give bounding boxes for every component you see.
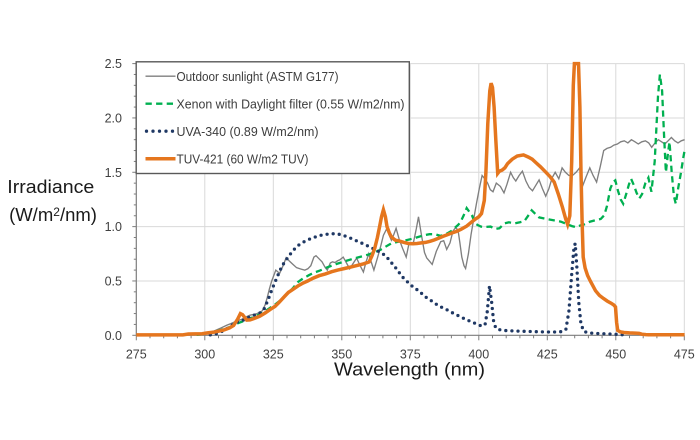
svg-text:375: 375 [400,347,421,361]
svg-text:400: 400 [468,347,489,361]
svg-text:300: 300 [194,347,215,361]
svg-text:450: 450 [605,347,626,361]
svg-text:1.5: 1.5 [105,166,122,180]
svg-text:2.5: 2.5 [105,57,122,71]
svg-text:325: 325 [263,347,284,361]
svg-text:475: 475 [674,347,695,361]
svg-text:0.0: 0.0 [105,329,122,343]
svg-text:0.5: 0.5 [105,275,122,289]
svg-text:275: 275 [126,347,147,361]
svg-text:Outdoor sunlight (ASTM G177): Outdoor sunlight (ASTM G177) [177,69,339,84]
svg-text:2.0: 2.0 [105,111,122,125]
svg-text:Xenon with Daylight filter (0.: Xenon with Daylight filter (0.55 W/m2/nm… [177,96,405,111]
svg-text:(W/m2/nm): (W/m2/nm) [9,204,97,225]
svg-text:TUV-421 (60 W/m2 TUV): TUV-421 (60 W/m2 TUV) [177,152,309,167]
svg-text:425: 425 [537,347,558,361]
svg-text:1.0: 1.0 [105,220,122,234]
svg-text:350: 350 [331,347,352,361]
svg-text:Irradiance: Irradiance [7,176,94,197]
svg-text:UVA-340 (0.89 W/m2/nm): UVA-340 (0.89 W/m2/nm) [177,124,319,139]
svg-text:Wavelength (nm): Wavelength (nm) [334,359,485,380]
